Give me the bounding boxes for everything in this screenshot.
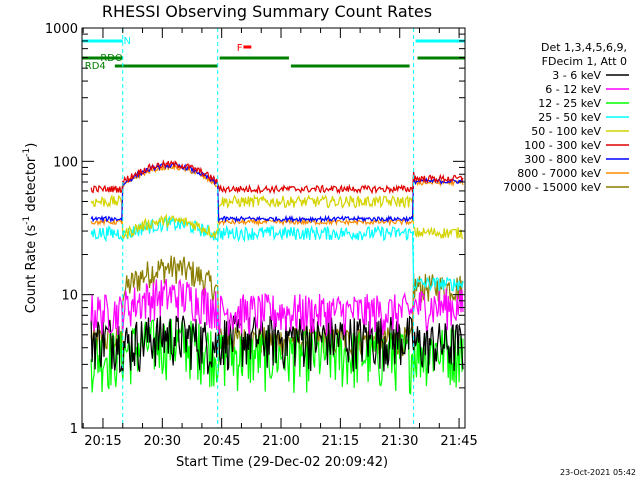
plot-frame [81, 27, 466, 429]
y-axis-label-mid: detector [24, 156, 39, 216]
x-tick-label: 20:15 [84, 434, 121, 449]
y-tick-label: 1 [70, 422, 78, 437]
series-line-0 [90, 314, 464, 375]
legend-label: 12 - 25 keV [538, 97, 601, 110]
flag-rd4-label: RD4 [85, 61, 106, 72]
series-line-5 [90, 159, 464, 195]
legend-label: 6 - 12 keV [545, 83, 601, 96]
y-axis-label: Count Rate (s-1 detector-1) [22, 143, 39, 314]
x-tick-label: 21:30 [381, 434, 418, 449]
series-line-4 [90, 193, 464, 240]
legend-label: 7000 - 15000 keV [503, 181, 601, 194]
series-line-1 [90, 278, 464, 337]
legend-label: 25 - 50 keV [538, 111, 601, 124]
legend-header-line2: FDecim 1, Att 0 [542, 55, 627, 68]
legend-label: 3 - 6 keV [552, 69, 601, 82]
series-layer [90, 159, 464, 396]
y-axis-label-sup1: -1 [22, 216, 32, 225]
y-axis-label-main: Count Rate (s [24, 225, 39, 314]
x-tick-label: 20:45 [203, 434, 240, 449]
flag-f-label: F [237, 43, 243, 54]
y-axis-label-end: ) [24, 143, 39, 148]
chart-title: RHESSI Observing Summary Count Rates [102, 2, 432, 21]
y-tick-label: 100 [53, 155, 78, 170]
y-tick-label: 1000 [45, 22, 78, 37]
legend-header-line1: Det 1,3,4,5,6,9, [541, 41, 627, 54]
legend-label: 800 - 7000 keV [517, 167, 601, 180]
x-tick-label: 21:15 [322, 434, 359, 449]
legend-label: 100 - 300 keV [524, 139, 601, 152]
y-axis-label-sup2: -1 [22, 148, 32, 157]
series-line-7 [90, 163, 464, 227]
flag-n-label: N [124, 36, 131, 47]
x-tick-label: 21:45 [440, 434, 477, 449]
x-tick-label: 20:30 [144, 434, 181, 449]
generation-timestamp: 23-Oct-2021 05:42 [560, 468, 636, 477]
series-line-3 [90, 215, 464, 292]
axis-layer: 20:15 20:30 20:45 21:00 21:15 21:30 21:45 1 10 10… [45, 22, 478, 449]
legend-label: 50 - 100 keV [531, 125, 601, 138]
legend-label: 300 - 800 keV [524, 153, 601, 166]
series-line-2 [90, 318, 464, 396]
x-tick-label: 21:00 [262, 434, 299, 449]
flag-rdo-label: RDO [100, 53, 123, 64]
y-tick-label: 10 [61, 289, 78, 304]
x-axis-label: Start Time (29-Dec-02 20:09:42) [176, 455, 388, 470]
